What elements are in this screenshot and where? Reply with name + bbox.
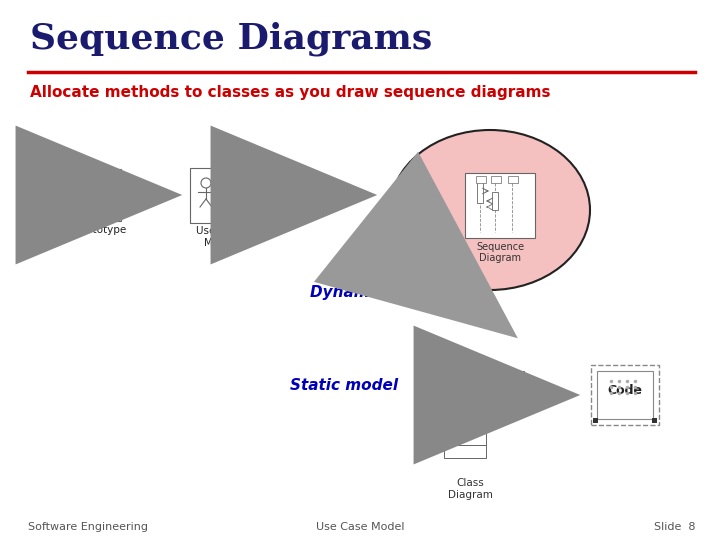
FancyBboxPatch shape	[190, 167, 250, 222]
FancyBboxPatch shape	[449, 399, 491, 413]
FancyBboxPatch shape	[444, 432, 486, 445]
Bar	[491, 176, 501, 183]
Text: Class
Diagram: Class Diagram	[448, 478, 492, 500]
FancyBboxPatch shape	[506, 371, 524, 409]
FancyBboxPatch shape	[444, 445, 486, 458]
FancyBboxPatch shape	[597, 371, 653, 419]
Text: Static model: Static model	[290, 378, 398, 393]
FancyBboxPatch shape	[449, 371, 491, 385]
Text: Slide  8: Slide 8	[654, 522, 695, 532]
Text: Sequence
Diagram: Sequence Diagram	[476, 241, 524, 263]
Text: Allocate methods to classes as you draw sequence diagrams: Allocate methods to classes as you draw …	[30, 85, 551, 100]
FancyBboxPatch shape	[465, 172, 535, 238]
Text: Sequence Diagrams: Sequence Diagrams	[30, 22, 432, 57]
Text: GUI Prototype: GUI Prototype	[54, 225, 126, 235]
Text: Code: Code	[608, 383, 642, 396]
Bar	[593, 418, 598, 423]
Text: Use Case Model: Use Case Model	[316, 522, 404, 532]
Bar	[652, 418, 657, 423]
Text: Use Case
Model: Use Case Model	[196, 226, 244, 248]
FancyBboxPatch shape	[59, 169, 121, 221]
Bar	[476, 176, 486, 183]
FancyBboxPatch shape	[449, 385, 491, 399]
FancyBboxPatch shape	[444, 419, 486, 432]
Bar	[477, 181, 483, 203]
Text: Software Engineering: Software Engineering	[28, 522, 148, 532]
Bar	[508, 176, 518, 183]
Text: Dynamic model: Dynamic model	[310, 285, 442, 300]
Polygon shape	[492, 385, 506, 399]
Bar	[492, 192, 498, 210]
FancyBboxPatch shape	[591, 365, 659, 425]
Ellipse shape	[390, 130, 590, 290]
